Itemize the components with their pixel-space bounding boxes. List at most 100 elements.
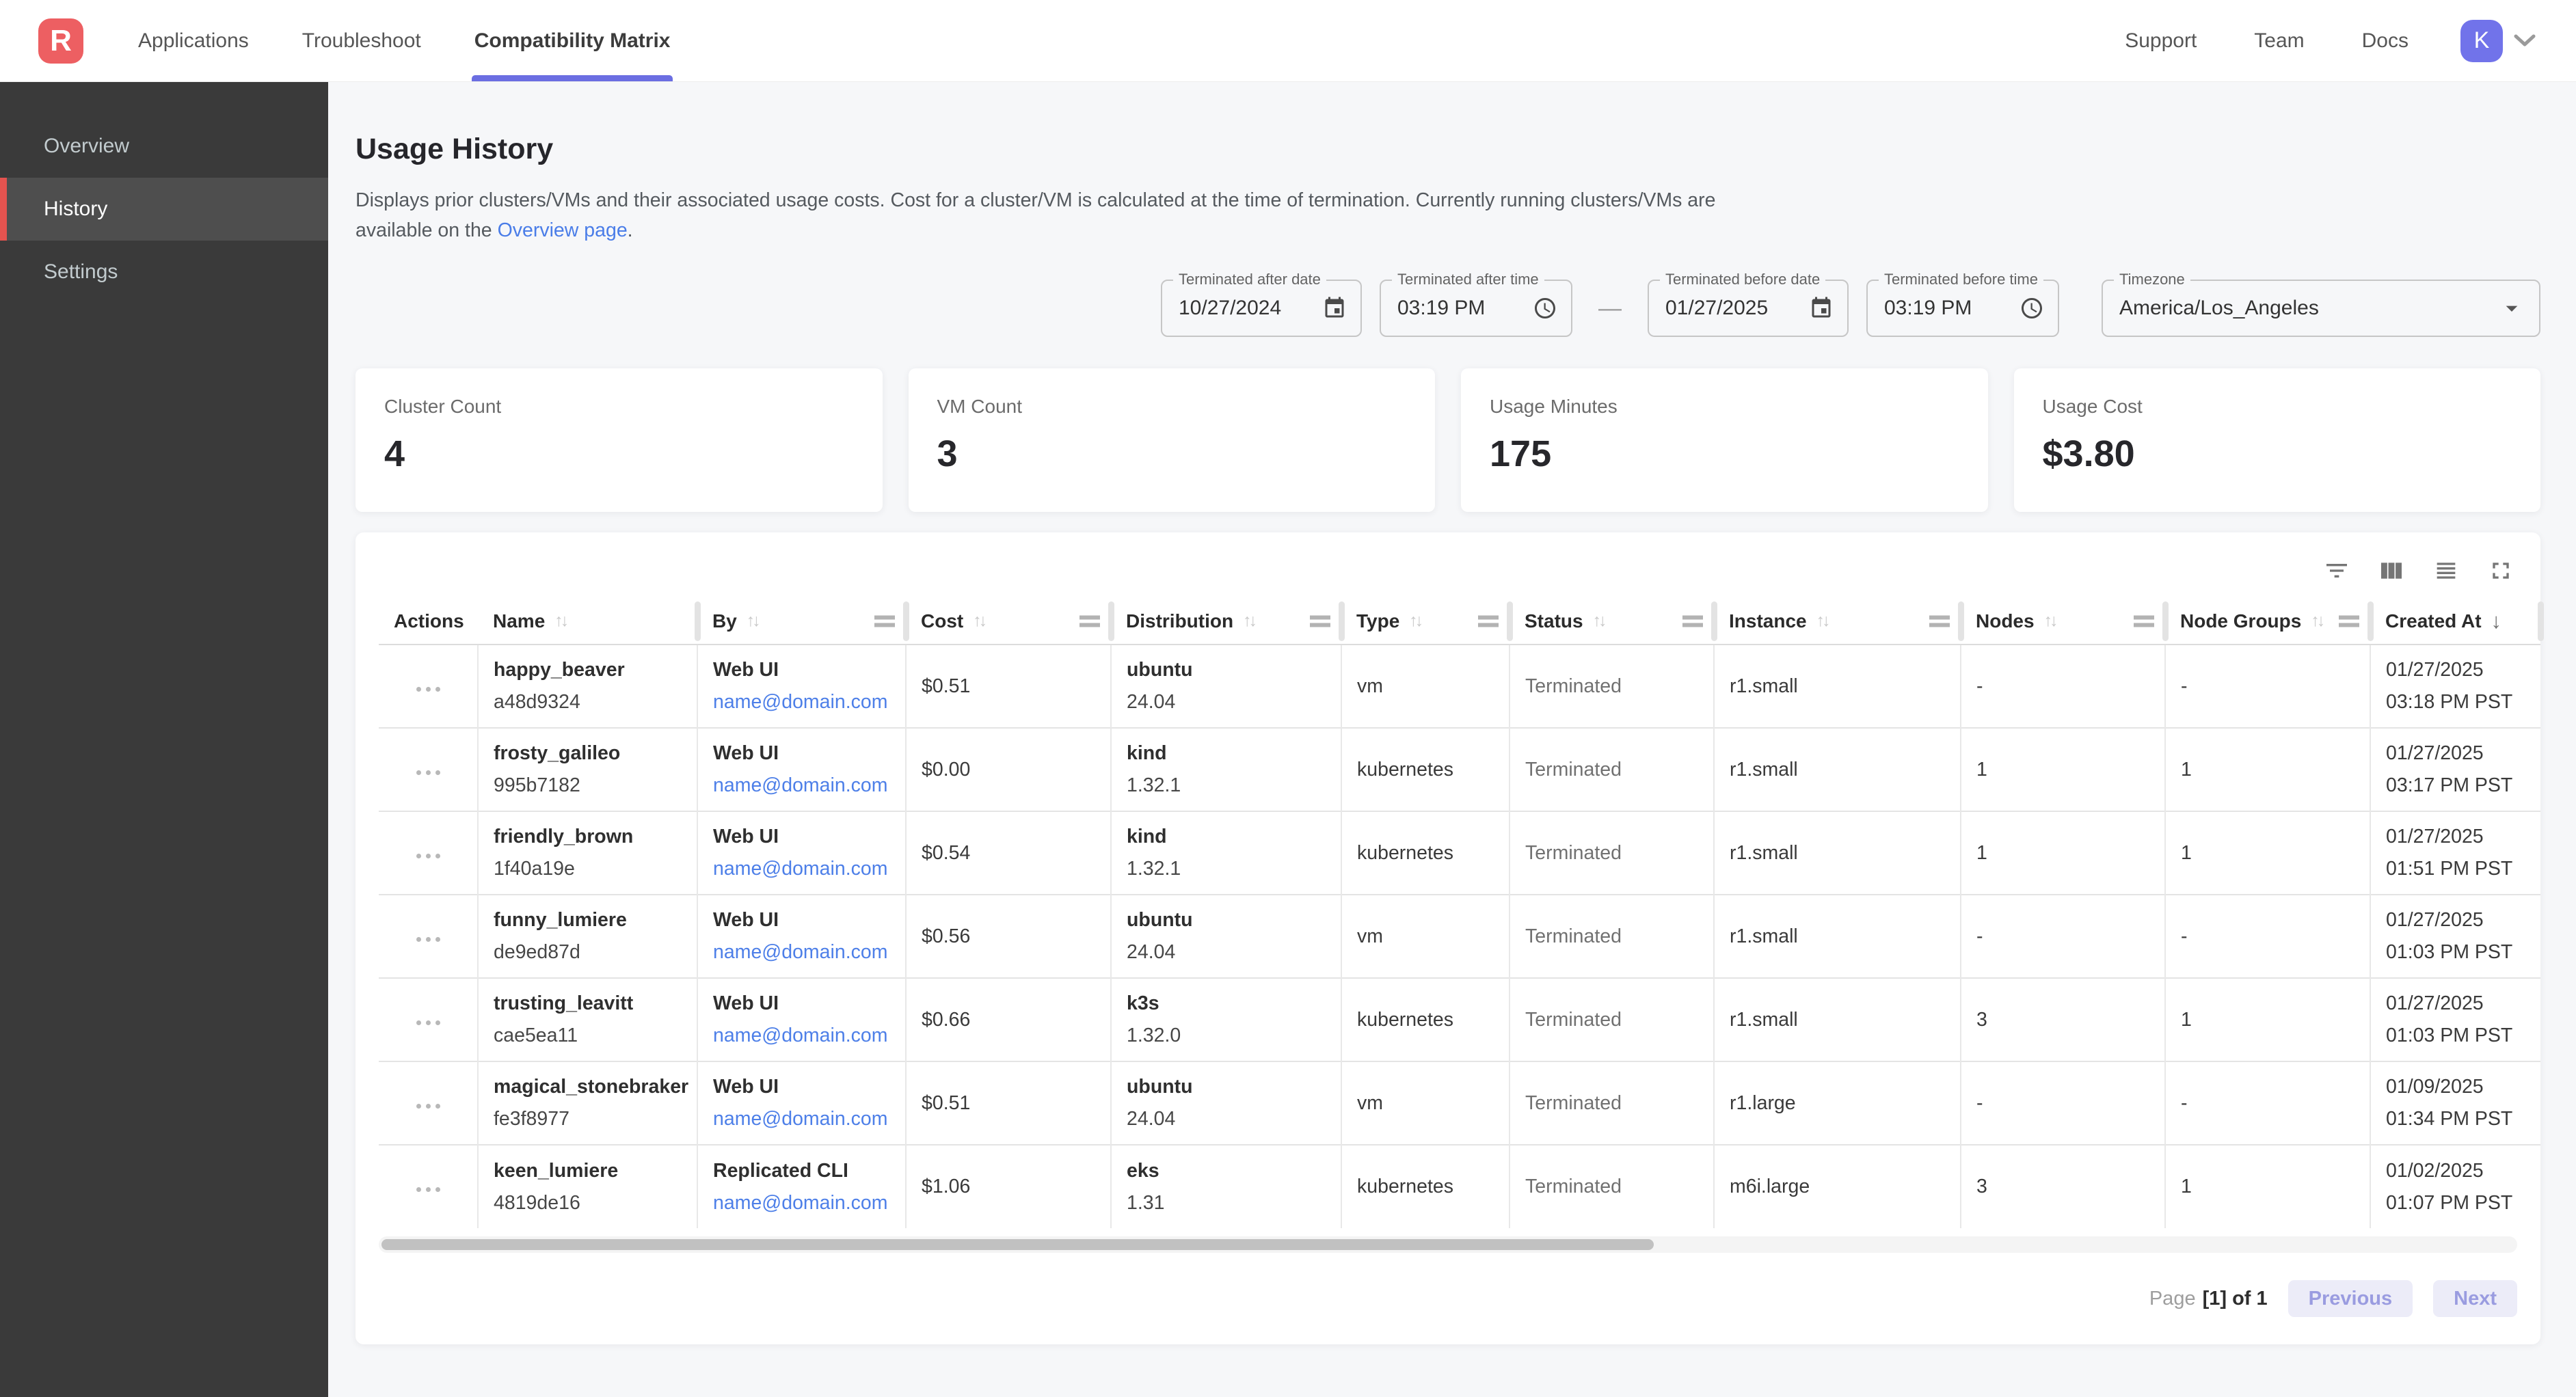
tab-applications[interactable]: Applications xyxy=(138,29,249,52)
column-separator[interactable] xyxy=(2538,601,2544,641)
column-header-node-groups[interactable]: Node Groups ↑↓ xyxy=(2165,598,2374,645)
column-menu-icon[interactable] xyxy=(2339,615,2359,627)
sidebar: Overview History Settings xyxy=(0,82,328,1397)
column-menu-icon[interactable] xyxy=(2134,615,2154,627)
support-link[interactable]: Support xyxy=(2125,29,2197,52)
sort-icon[interactable]: ↑↓ xyxy=(1592,611,1607,630)
type-cell: kubernetes xyxy=(1341,811,1510,895)
column-menu-icon[interactable] xyxy=(1079,615,1100,627)
docs-link[interactable]: Docs xyxy=(2361,29,2409,52)
node-groups-cell: - xyxy=(2165,894,2371,978)
columns-icon[interactable] xyxy=(2375,554,2408,587)
column-header-cost[interactable]: Cost ↑↓ xyxy=(906,598,1114,645)
tab-compatibility-matrix[interactable]: Compatibility Matrix xyxy=(471,0,673,81)
stat-label: Cluster Count xyxy=(384,396,502,417)
density-icon[interactable] xyxy=(2430,554,2463,587)
row-actions-menu-icon[interactable] xyxy=(410,1097,447,1115)
column-header-status[interactable]: Status ↑↓ xyxy=(1510,598,1717,645)
overview-page-link[interactable]: Overview page xyxy=(497,219,628,241)
column-header-instance[interactable]: Instance ↑↓ xyxy=(1714,598,1964,645)
horizontal-scrollbar[interactable] xyxy=(379,1236,2517,1253)
column-menu-icon[interactable] xyxy=(1929,615,1950,627)
created-by-email-link[interactable]: name@domain.com xyxy=(713,858,888,880)
distribution-name: k3s xyxy=(1127,992,1159,1014)
name-cell: friendly_brown 1f40a19e xyxy=(478,811,698,895)
created-time: 01:51 PM PST xyxy=(2386,858,2513,880)
row-actions-menu-icon[interactable] xyxy=(410,930,447,949)
name-cell: magical_stonebraker fe3f8977 xyxy=(478,1061,698,1145)
column-header-nodes[interactable]: Nodes ↑↓ xyxy=(1961,598,2169,645)
node-groups-cell: - xyxy=(2165,1061,2371,1145)
user-menu[interactable]: K xyxy=(2460,19,2537,62)
previous-page-button[interactable]: Previous xyxy=(2287,1280,2413,1317)
row-actions-menu-icon[interactable] xyxy=(410,1180,447,1199)
terminated-before-time-input[interactable]: Terminated before time 03:19 PM xyxy=(1866,271,2059,337)
actions-cell xyxy=(379,727,479,811)
row-actions-menu-icon[interactable] xyxy=(410,680,447,698)
status-cell: Terminated xyxy=(1510,1144,1715,1228)
node-groups-cell: - xyxy=(2165,645,2371,728)
created-by-email-link[interactable]: name@domain.com xyxy=(713,1108,888,1130)
next-page-button[interactable]: Next xyxy=(2433,1280,2517,1317)
created-by-email-link[interactable]: name@domain.com xyxy=(713,1191,888,1214)
sort-icon[interactable]: ↑↓ xyxy=(1409,611,1423,630)
column-header-name[interactable]: Name ↑↓ xyxy=(478,598,701,645)
column-header-created-at[interactable]: Created At ↓ xyxy=(2370,598,2544,645)
sort-icon[interactable]: ↑↓ xyxy=(554,611,569,630)
row-actions-menu-icon[interactable] xyxy=(410,847,447,865)
sort-icon[interactable]: ↑↓ xyxy=(2311,611,2325,630)
scrollbar-thumb[interactable] xyxy=(381,1239,1654,1250)
terminated-before-date-input[interactable]: Terminated before date 01/27/2025 xyxy=(1648,271,1849,337)
terminated-after-date-input[interactable]: Terminated after date 10/27/2024 xyxy=(1161,271,1362,337)
fullscreen-icon[interactable] xyxy=(2484,554,2517,587)
actions-cell xyxy=(379,894,479,978)
stat-value: $3.80 xyxy=(2042,433,2135,474)
replicated-logo[interactable]: R xyxy=(38,18,83,64)
sort-icon[interactable]: ↑↓ xyxy=(746,611,761,630)
created-by-email-link[interactable]: name@domain.com xyxy=(713,774,888,796)
sort-icon[interactable]: ↑↓ xyxy=(1816,611,1831,630)
terminated-before-date-label: Terminated before date xyxy=(1660,271,1826,288)
sort-icon[interactable]: ↑↓ xyxy=(2043,611,2058,630)
column-header-distribution[interactable]: Distribution ↑↓ xyxy=(1111,598,1345,645)
column-header-actions: Actions xyxy=(379,598,478,645)
calendar-icon[interactable] xyxy=(1306,296,1347,321)
by-cell: Web UI name@domain.com xyxy=(697,977,907,1061)
node-groups-cell: 1 xyxy=(2165,727,2371,811)
calendar-icon[interactable] xyxy=(1793,296,1834,321)
sidebar-item-history[interactable]: History xyxy=(0,178,328,241)
column-menu-icon[interactable] xyxy=(1478,615,1499,627)
created-by-email-link[interactable]: name@domain.com xyxy=(713,941,888,963)
nodes-cell: - xyxy=(1961,894,2166,978)
sidebar-item-overview[interactable]: Overview xyxy=(44,135,130,157)
avatar[interactable]: K xyxy=(2460,19,2503,62)
clock-icon[interactable] xyxy=(2003,296,2044,321)
column-menu-icon[interactable] xyxy=(874,615,895,627)
caret-down-icon[interactable] xyxy=(2482,295,2525,322)
terminated-after-time-input[interactable]: Terminated after time 03:19 PM xyxy=(1380,271,1572,337)
created-by-email-link[interactable]: name@domain.com xyxy=(713,1025,888,1046)
column-header-by[interactable]: By ↑↓ xyxy=(697,598,909,645)
distribution-cell: kind 1.32.1 xyxy=(1111,811,1342,895)
created-date: 01/09/2025 xyxy=(2386,1076,2484,1098)
distribution-name: ubuntu xyxy=(1127,909,1193,931)
timezone-select[interactable]: Timezone America/Los_Angeles xyxy=(2102,271,2540,337)
row-actions-menu-icon[interactable] xyxy=(410,1014,447,1032)
sort-descending-icon[interactable]: ↓ xyxy=(2491,608,2502,633)
column-menu-icon[interactable] xyxy=(1310,615,1330,627)
clock-icon[interactable] xyxy=(1516,296,1557,321)
created-by-email-link[interactable]: name@domain.com xyxy=(713,691,888,713)
stat-value: 4 xyxy=(384,433,405,474)
sort-icon[interactable]: ↑↓ xyxy=(1243,611,1257,630)
utility-links: Support Team Docs xyxy=(2125,29,2409,53)
terminated-after-time-label: Terminated after time xyxy=(1392,271,1544,288)
sort-icon[interactable]: ↑↓ xyxy=(973,611,987,630)
column-header-type[interactable]: Type ↑↓ xyxy=(1341,598,1513,645)
created-at-cell: 01/27/2025 03:17 PM PST xyxy=(2370,727,2540,811)
column-menu-icon[interactable] xyxy=(1682,615,1703,627)
team-link[interactable]: Team xyxy=(2254,29,2305,52)
filter-icon[interactable] xyxy=(2320,554,2353,587)
tab-troubleshoot[interactable]: Troubleshoot xyxy=(301,29,421,52)
sidebar-item-settings[interactable]: Settings xyxy=(44,260,118,283)
row-actions-menu-icon[interactable] xyxy=(410,763,447,782)
